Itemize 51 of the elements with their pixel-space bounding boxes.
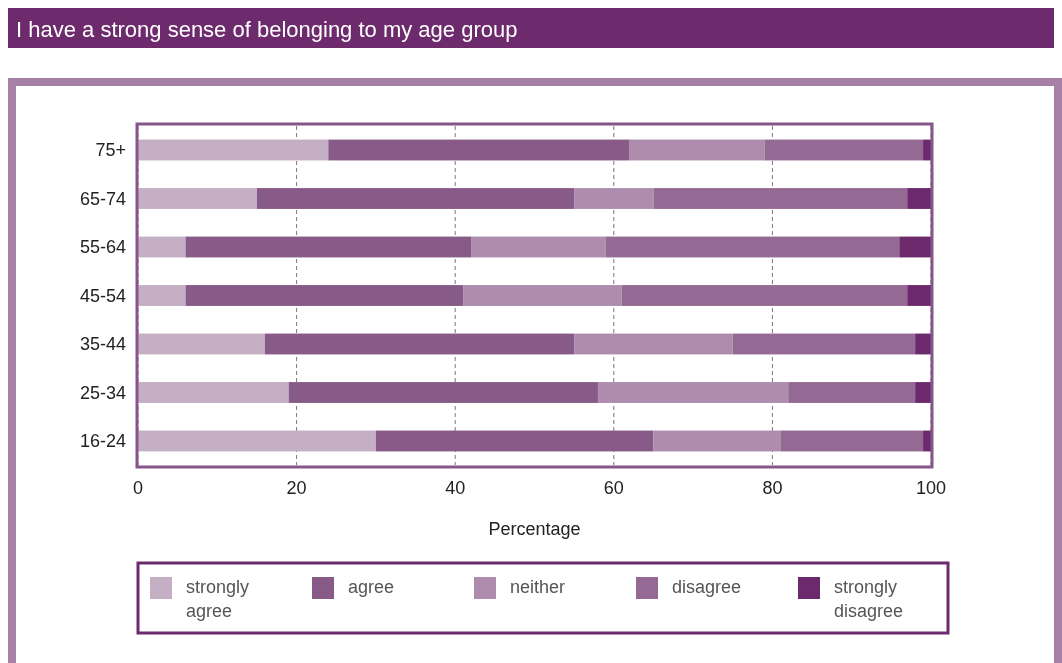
bar <box>915 382 931 403</box>
bar <box>463 285 622 306</box>
bar <box>185 236 472 258</box>
bar <box>138 188 257 209</box>
y-tick-label: 55-64 <box>79 237 126 258</box>
bar <box>574 333 733 355</box>
y-tick-label: 45-54 <box>79 285 126 306</box>
legend-label: agree <box>348 577 395 597</box>
bar <box>653 430 781 452</box>
bar <box>907 188 931 209</box>
bar <box>138 430 376 452</box>
bar <box>923 139 931 161</box>
bar <box>328 139 630 161</box>
legend-label: disagree <box>672 577 742 597</box>
x-tick-label: 60 <box>603 478 624 498</box>
bar <box>375 430 654 452</box>
bar <box>923 430 931 452</box>
legend-label: strongly agree <box>186 577 250 621</box>
legend-label: strongly disagree <box>834 577 904 621</box>
bar <box>138 236 186 258</box>
bar <box>780 430 924 452</box>
y-tick-label: 65-74 <box>79 188 126 209</box>
x-tick-label: 0 <box>132 478 144 498</box>
y-tick-label: 16-24 <box>79 431 126 452</box>
bar <box>264 333 575 355</box>
bar <box>288 382 598 403</box>
bar <box>629 139 765 161</box>
bar <box>185 285 464 306</box>
y-tick-label: 75+ <box>95 140 126 161</box>
y-tick-label: 25-34 <box>79 382 126 403</box>
x-tick-label: 40 <box>445 478 466 498</box>
x-tick-label: 100 <box>915 478 947 498</box>
bar <box>138 333 265 355</box>
bar <box>138 382 289 403</box>
bar <box>574 188 654 209</box>
bar <box>597 382 789 403</box>
bar <box>788 382 916 403</box>
y-tick-label: 35-44 <box>79 334 126 355</box>
bar <box>605 236 900 258</box>
legend-label: neither <box>510 577 566 597</box>
x-tick-label: 80 <box>762 478 783 498</box>
bar <box>256 188 575 209</box>
bar <box>138 139 329 161</box>
bar <box>907 285 931 306</box>
x-tick-label: 20 <box>286 478 307 498</box>
bar <box>471 236 606 258</box>
x-axis-title: Percentage <box>488 519 581 539</box>
chart-title: I have a strong sense of belonging to my age group <box>16 17 518 42</box>
bar <box>138 285 186 306</box>
bar <box>915 333 931 355</box>
bar <box>899 236 931 258</box>
